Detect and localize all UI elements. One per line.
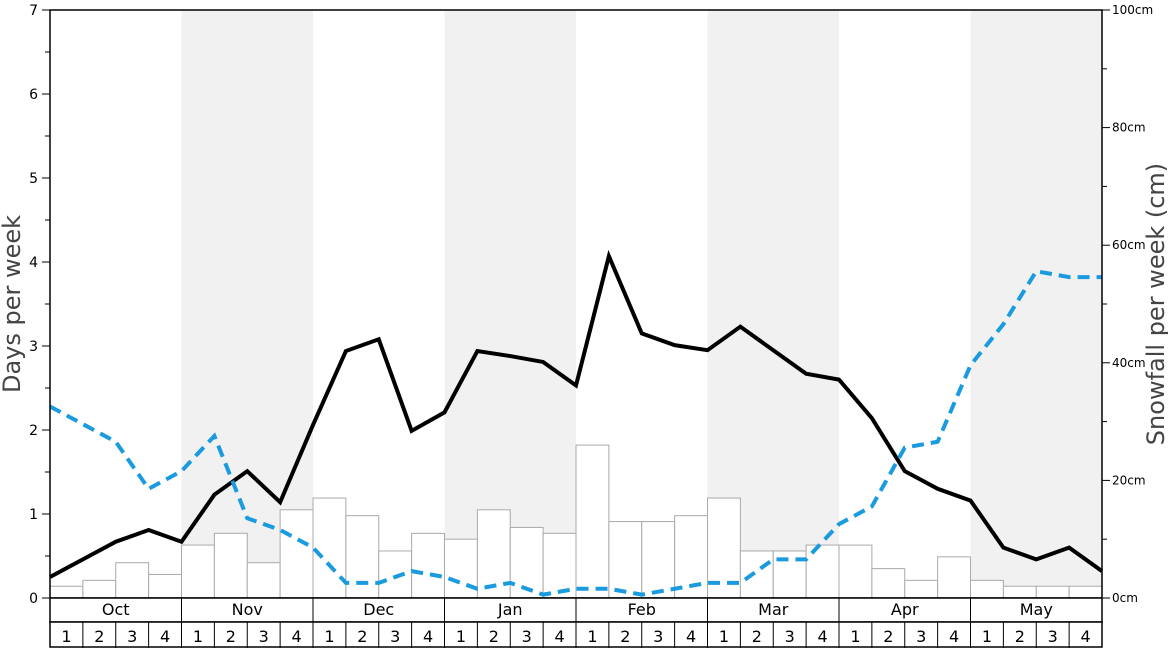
- snowfall-bar: [970, 579, 1004, 599]
- month-label: Jan: [497, 600, 523, 619]
- snowfall-bar: [805, 544, 840, 599]
- week-label: 4: [1080, 627, 1090, 646]
- month-label: Mar: [758, 600, 789, 619]
- month-band: [444, 10, 576, 598]
- month-band: [970, 10, 1102, 598]
- week-label: 4: [949, 627, 959, 646]
- week-label: 2: [1015, 627, 1025, 646]
- week-label: 4: [554, 627, 564, 646]
- week-label: 2: [620, 627, 630, 646]
- week-label: 4: [291, 627, 301, 646]
- right-tick-label: 80cm: [1112, 121, 1146, 135]
- snowfall-bar: [641, 521, 676, 599]
- week-label: 3: [916, 627, 926, 646]
- left-tick-label: 4: [29, 255, 38, 271]
- snowfall-bar: [739, 550, 774, 599]
- snowfall-bar: [1035, 585, 1070, 599]
- week-label: 2: [357, 627, 367, 646]
- week-label: 1: [850, 627, 860, 646]
- snowfall-bar: [279, 509, 314, 599]
- snowfall-bar: [509, 526, 544, 599]
- right-tick-label: 0cm: [1112, 591, 1138, 605]
- month-label: Feb: [628, 600, 656, 619]
- snowfall-bar: [608, 521, 643, 599]
- week-label: 1: [719, 627, 729, 646]
- week-label: 4: [817, 627, 827, 646]
- snowfall-bar: [378, 550, 413, 599]
- right-axis: 0cm 20cm 40cm 60cm 80cm 100cm: [1102, 3, 1153, 605]
- week-label: 3: [259, 627, 269, 646]
- week-label: 1: [61, 627, 71, 646]
- right-tick-label: 100cm: [1112, 3, 1153, 17]
- y2-axis-title: Snowfall per week (cm): [1142, 163, 1168, 445]
- week-label: 2: [94, 627, 104, 646]
- left-tick-label: 0: [29, 591, 38, 607]
- week-label: 1: [193, 627, 203, 646]
- week-label: 3: [127, 627, 137, 646]
- right-tick-label: 20cm: [1112, 473, 1146, 487]
- snowfall-bar: [148, 573, 183, 599]
- snowfall-bar: [82, 579, 117, 599]
- snowfall-bar: [444, 538, 478, 599]
- right-tick-label: 40cm: [1112, 356, 1146, 370]
- snowfall-bar: [871, 568, 906, 599]
- left-tick-label: 2: [29, 423, 38, 439]
- y-axis-title: Days per week: [0, 215, 26, 393]
- week-label: 4: [686, 627, 696, 646]
- right-tick-label: 60cm: [1112, 238, 1146, 252]
- snowfall-bar: [1068, 585, 1103, 599]
- month-bands: [181, 10, 1102, 598]
- dashed-series-line: [49, 269, 1102, 597]
- week-label: 3: [390, 627, 400, 646]
- snowfall-bar: [181, 544, 215, 599]
- week-label: 1: [982, 627, 992, 646]
- month-label: Oct: [102, 600, 130, 619]
- week-row: 1 2 3 4 1 2 3 4 1 2 3 4 1 2 3 4 1 2 3 4 1 2 3 4 1 2 3 4 1 2 3 4: [49, 621, 1103, 648]
- month-label: Nov: [232, 600, 263, 619]
- left-tick-label: 6: [29, 87, 38, 103]
- week-label: 2: [752, 627, 762, 646]
- snowfall-bar: [213, 532, 248, 599]
- week-label: 3: [1048, 627, 1058, 646]
- month-label: May: [1020, 600, 1053, 619]
- solid-series-line: [49, 249, 1104, 579]
- left-tick-label: 7: [29, 3, 38, 19]
- week-label: 4: [423, 627, 433, 646]
- left-tick-label: 1: [29, 507, 38, 523]
- snowfall-bar: [575, 444, 610, 599]
- snowfall-bar: [542, 532, 577, 599]
- week-label: 2: [226, 627, 236, 646]
- month-label: Apr: [891, 600, 919, 619]
- snowfall-bars: [49, 444, 1103, 599]
- snowfall-bar: [246, 562, 281, 599]
- week-label: 3: [653, 627, 663, 646]
- snowfall-bar: [1002, 585, 1037, 599]
- snowfall-bar: [838, 544, 873, 599]
- month-label: Dec: [363, 600, 394, 619]
- month-row: Oct Nov Dec Jan Feb Mar Apr May: [49, 597, 1103, 623]
- week-label: 3: [522, 627, 532, 646]
- week-label: 1: [456, 627, 466, 646]
- week-label: 1: [324, 627, 334, 646]
- left-axis: 0 1 2 3 4 5 6 7: [29, 3, 50, 607]
- week-label: 1: [587, 627, 597, 646]
- left-tick-label: 5: [29, 171, 38, 187]
- week-label: 2: [883, 627, 893, 646]
- snowfall-bar: [312, 497, 347, 599]
- snowfall-bar: [904, 579, 939, 599]
- snowfall-bar: [115, 562, 150, 599]
- snowfall-bar: [411, 532, 446, 599]
- month-band: [181, 10, 313, 598]
- week-label: 4: [160, 627, 170, 646]
- day-lines: [49, 249, 1104, 597]
- snowfall-bar: [345, 515, 380, 599]
- week-label: 3: [785, 627, 795, 646]
- snowfall-bar: [937, 556, 972, 599]
- week-label: 2: [489, 627, 499, 646]
- left-tick-label: 3: [29, 339, 38, 355]
- snowfall-bar: [49, 585, 84, 599]
